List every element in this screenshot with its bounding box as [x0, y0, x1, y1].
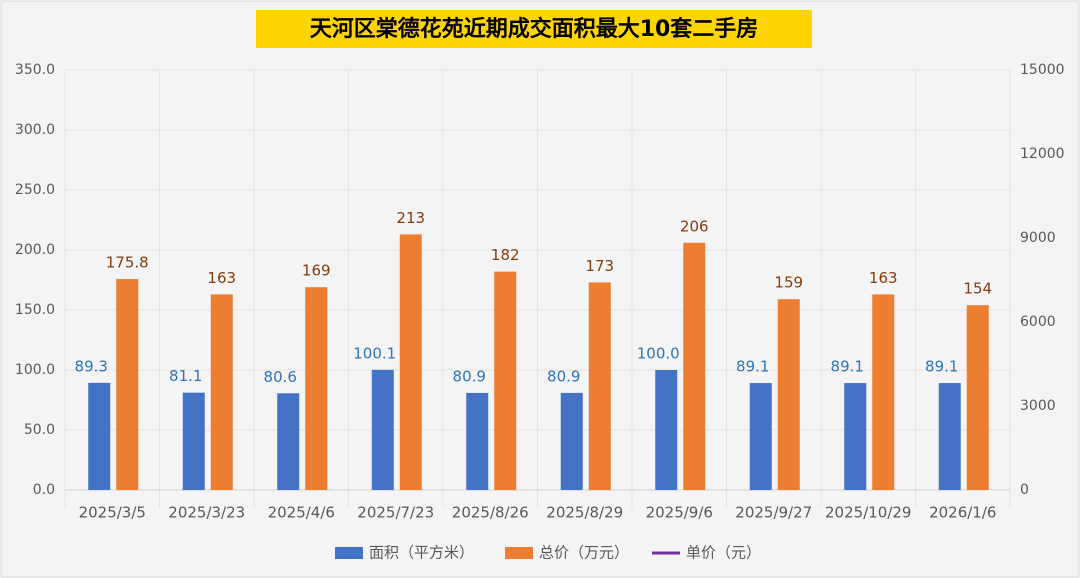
data-label: 89.1 [925, 358, 958, 376]
bar [466, 392, 489, 490]
bar [210, 294, 233, 490]
legend-swatch [505, 547, 533, 559]
bar [655, 370, 678, 490]
data-label: 89.1 [736, 358, 769, 376]
y-tick-label: 100.0 [15, 362, 55, 378]
y-tick-label: 300.0 [15, 122, 55, 138]
x-tick-label: 2025/10/29 [825, 504, 911, 522]
x-tick-label: 2025/9/6 [646, 504, 713, 522]
data-label: 80.9 [453, 367, 486, 385]
y-tick-label: 350.0 [15, 62, 55, 78]
data-label: 213 [396, 209, 425, 227]
chart-title: 天河区棠德花苑近期成交面积最大10套二手房 [310, 16, 759, 42]
bar [872, 294, 895, 490]
y-tick-label: 50.0 [24, 422, 55, 438]
bar [938, 383, 961, 490]
bar [777, 299, 800, 490]
legend-label: 面积（平方米） [369, 544, 474, 562]
x-tick-label: 2025/3/5 [79, 504, 146, 522]
data-label: 182 [491, 246, 520, 264]
x-tick-label: 2025/8/26 [452, 504, 529, 522]
y-tick-label: 250.0 [15, 182, 55, 198]
bar [88, 382, 111, 490]
x-tick-label: 2025/8/29 [546, 504, 623, 522]
legend-swatch [335, 547, 363, 559]
legend-label: 总价（万元） [539, 544, 629, 562]
bar [399, 234, 422, 490]
x-tick-label: 2025/9/27 [735, 504, 812, 522]
bar [844, 383, 867, 490]
y-tick-label: 200.0 [15, 242, 55, 258]
bar [371, 369, 394, 490]
y2-tick-label: 12000 [1020, 146, 1065, 162]
bar [560, 392, 583, 490]
x-tick-label: 2026/1/6 [929, 504, 996, 522]
data-label: 100.0 [637, 345, 680, 363]
data-label: 175.8 [106, 254, 149, 272]
y2-tick-label: 15000 [1020, 62, 1065, 78]
bar [966, 305, 989, 490]
x-tick-label: 2025/4/6 [268, 504, 335, 522]
data-label: 173 [585, 257, 614, 275]
y2-tick-label: 6000 [1020, 314, 1056, 330]
legend-label: 单价（元） [686, 544, 761, 562]
y2-tick-label: 3000 [1020, 398, 1056, 414]
bar [277, 393, 300, 490]
data-label: 80.6 [264, 368, 297, 386]
bar [116, 279, 139, 490]
bar [749, 383, 772, 490]
data-label: 163 [207, 269, 236, 287]
y-tick-label: 150.0 [15, 302, 55, 318]
x-tick-label: 2025/7/23 [357, 504, 434, 522]
y2-tick-label: 9000 [1020, 230, 1056, 246]
title-box [256, 10, 812, 48]
y-tick-label: 0.0 [33, 482, 55, 498]
data-label: 81.1 [169, 367, 202, 385]
data-label: 89.1 [831, 358, 864, 376]
data-label: 154 [963, 280, 992, 298]
x-tick-label: 2025/3/23 [168, 504, 245, 522]
data-label: 89.3 [75, 357, 108, 375]
data-label: 100.1 [353, 344, 396, 362]
data-label: 169 [302, 262, 331, 280]
bar [683, 242, 706, 490]
bar [494, 271, 517, 490]
bar [182, 392, 205, 490]
data-label: 159 [774, 274, 803, 292]
bar [588, 282, 611, 490]
bar [305, 287, 328, 490]
data-label: 163 [869, 269, 898, 287]
data-label: 80.9 [547, 367, 580, 385]
y2-tick-label: 0 [1020, 482, 1029, 498]
data-label: 206 [680, 217, 709, 235]
